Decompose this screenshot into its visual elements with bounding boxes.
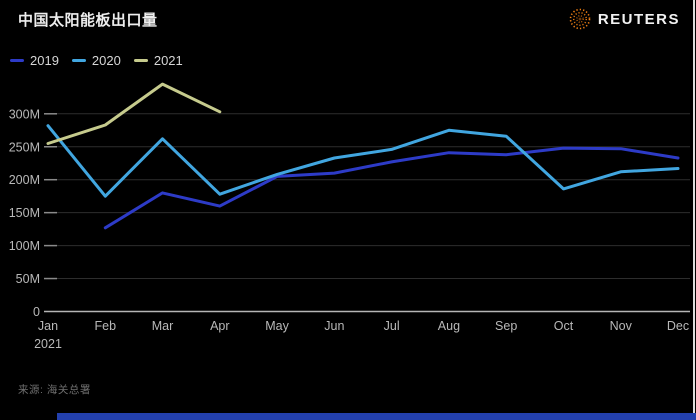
legend-item-2019: 2019 xyxy=(10,53,59,68)
x-tick-label: Jul xyxy=(384,319,400,333)
series-line-2019 xyxy=(103,146,680,230)
x-tick-label: Jun xyxy=(324,319,344,333)
y-tick-label: 250M xyxy=(9,140,40,154)
series-line-2020 xyxy=(46,124,680,198)
brand-name: REUTERS xyxy=(597,10,680,28)
y-tick-label: 300M xyxy=(9,107,40,121)
x-tick-label: Mar xyxy=(152,319,174,333)
legend-swatch-2020 xyxy=(71,59,86,62)
x-tick-label: Oct xyxy=(554,319,574,333)
x-tick-label: Aug xyxy=(438,319,460,333)
x-axis-year-label: 2021 xyxy=(34,337,62,351)
brand-block: REUTERS xyxy=(569,8,680,30)
legend-swatch-2021 xyxy=(133,59,148,62)
x-tick-label: Feb xyxy=(94,319,116,333)
y-tick-label: 50M xyxy=(16,272,40,286)
x-tick-label: Nov xyxy=(610,319,633,333)
x-tick-label: Dec xyxy=(667,319,689,333)
x-tick-label: May xyxy=(265,319,289,333)
legend-label-2020: 2020 xyxy=(91,53,121,68)
series-line-2021 xyxy=(46,82,222,145)
legend-label-2019: 2019 xyxy=(30,53,59,68)
source-note: 来源: 海关总署 xyxy=(18,384,91,396)
chart-title: 中国太阳能板出口量 xyxy=(18,12,158,29)
reuters-logo-icon xyxy=(569,8,591,30)
legend-swatch-2019 xyxy=(10,59,24,62)
legend-label-2021: 2021 xyxy=(153,53,183,68)
legend-item-2021: 2021 xyxy=(133,53,183,68)
y-tick-label: 200M xyxy=(9,173,40,187)
x-tick-label: Sep xyxy=(495,319,517,333)
chart-legend: 2019 2020 2021 xyxy=(10,53,183,68)
bottom-progress-bar xyxy=(57,413,696,420)
y-tick-label: 150M xyxy=(9,206,40,220)
x-tick-label: Jan xyxy=(38,319,58,333)
y-tick-label: 0 xyxy=(33,305,40,319)
window-edge-line xyxy=(693,0,695,420)
y-tick-label: 100M xyxy=(9,239,40,253)
x-tick-label: Apr xyxy=(210,319,229,333)
legend-item-2020: 2020 xyxy=(71,53,121,68)
